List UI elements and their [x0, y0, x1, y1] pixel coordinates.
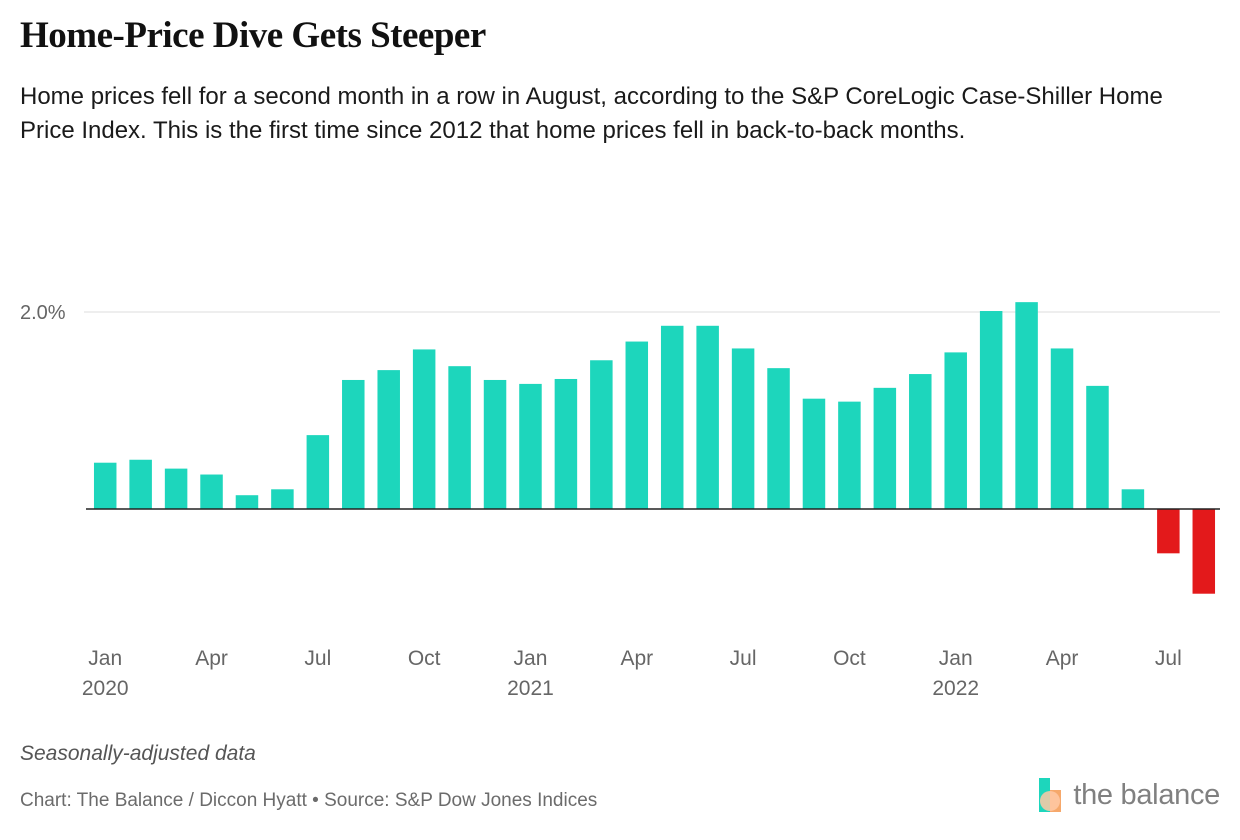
bar: [767, 368, 790, 509]
bar: [625, 341, 649, 509]
bar: [873, 387, 897, 509]
chart-title: Home-Price Dive Gets Steeper: [20, 15, 486, 56]
bar: [200, 474, 223, 509]
bar: [164, 468, 188, 509]
x-tick-label-year: 2021: [507, 677, 554, 700]
y-tick-label: 2.0%: [20, 302, 66, 324]
bar: [554, 378, 578, 509]
bar: [696, 325, 719, 509]
x-tick-label-month: Jul: [1155, 647, 1182, 670]
x-tick-label-month: Apr: [1046, 647, 1079, 670]
bar: [483, 379, 507, 509]
bar: [1015, 302, 1038, 509]
logo-text: the balance: [1073, 778, 1220, 811]
bar: [377, 370, 400, 509]
bar: [802, 398, 826, 509]
bar: [731, 348, 755, 509]
x-tick-label-month: Oct: [408, 647, 441, 670]
the-balance-logo-icon: [1039, 778, 1062, 812]
x-tick-label-month: Apr: [620, 647, 653, 670]
bar: [412, 349, 436, 509]
bar: [838, 401, 861, 509]
the-balance-logo: the balance: [1037, 778, 1220, 812]
bar: [1157, 509, 1180, 554]
bar: [93, 462, 117, 509]
chart-credit: Chart: The Balance / Diccon Hyatt • Sour…: [20, 790, 598, 811]
bar: [944, 352, 967, 509]
bar: [129, 459, 152, 509]
x-tick-label-month: Jan: [514, 647, 548, 670]
x-tick-label-month: Jul: [730, 647, 757, 670]
x-tick-label-month: Jan: [88, 647, 122, 670]
x-tick-label-year: 2020: [82, 677, 129, 700]
bar: [660, 325, 684, 509]
x-tick-label-month: Oct: [833, 647, 866, 670]
x-tick-label-month: Jul: [304, 647, 331, 670]
bar: [1192, 509, 1216, 594]
x-tick-label-month: Apr: [195, 647, 228, 670]
bar: [909, 374, 932, 509]
data-note: Seasonally-adjusted data: [20, 742, 256, 765]
bar: [1050, 348, 1074, 509]
bar: [271, 489, 294, 509]
bar: [306, 435, 330, 509]
x-tick-label-year: 2022: [932, 677, 979, 700]
bar: [519, 383, 542, 509]
bar: [1121, 489, 1145, 509]
bar: [235, 495, 259, 509]
bar: [448, 366, 471, 509]
chart-subtitle: Home prices fell for a second month in a…: [20, 83, 1163, 144]
x-tick-label-month: Jan: [939, 647, 973, 670]
bar: [590, 360, 613, 509]
bar: [342, 379, 365, 509]
bar: [1086, 385, 1109, 509]
bar: [979, 311, 1003, 509]
